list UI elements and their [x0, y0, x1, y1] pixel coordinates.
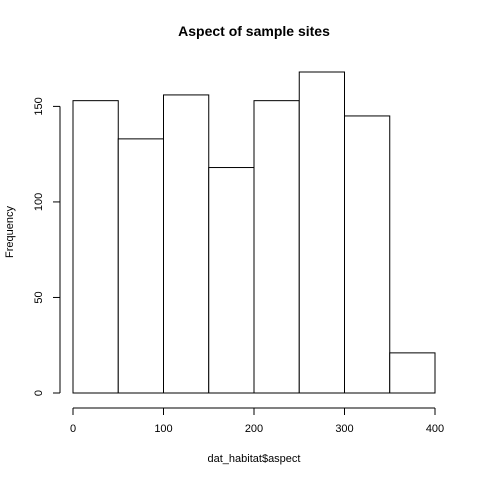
x-tick-label: 100 [154, 423, 172, 435]
x-tick-label: 300 [335, 423, 353, 435]
histogram-bar [72, 100, 119, 394]
histogram-bar [389, 352, 436, 394]
x-tick-label: 0 [70, 423, 76, 435]
y-axis: 0 50 100 150 [33, 97, 61, 396]
histogram-bar [253, 100, 300, 394]
histogram-bar [344, 115, 391, 394]
y-tick-label: 0 [33, 390, 45, 396]
histogram-bar [208, 167, 255, 394]
x-axis: 0 100 200 300 400 [70, 407, 444, 435]
histogram-bar [163, 94, 210, 394]
y-axis-label: Frequency [4, 206, 16, 258]
y-tick-label: 100 [33, 193, 45, 211]
x-tick-label: 400 [426, 423, 444, 435]
chart-title: Aspect of sample sites [178, 23, 330, 39]
histogram-bar [117, 138, 164, 394]
y-tick-label: 50 [33, 291, 45, 303]
x-axis-label: dat_habitat$aspect [208, 453, 301, 465]
y-tick-label: 150 [33, 97, 45, 115]
bars-group [72, 71, 436, 394]
histogram-bar [298, 71, 345, 394]
x-tick-label: 200 [245, 423, 263, 435]
